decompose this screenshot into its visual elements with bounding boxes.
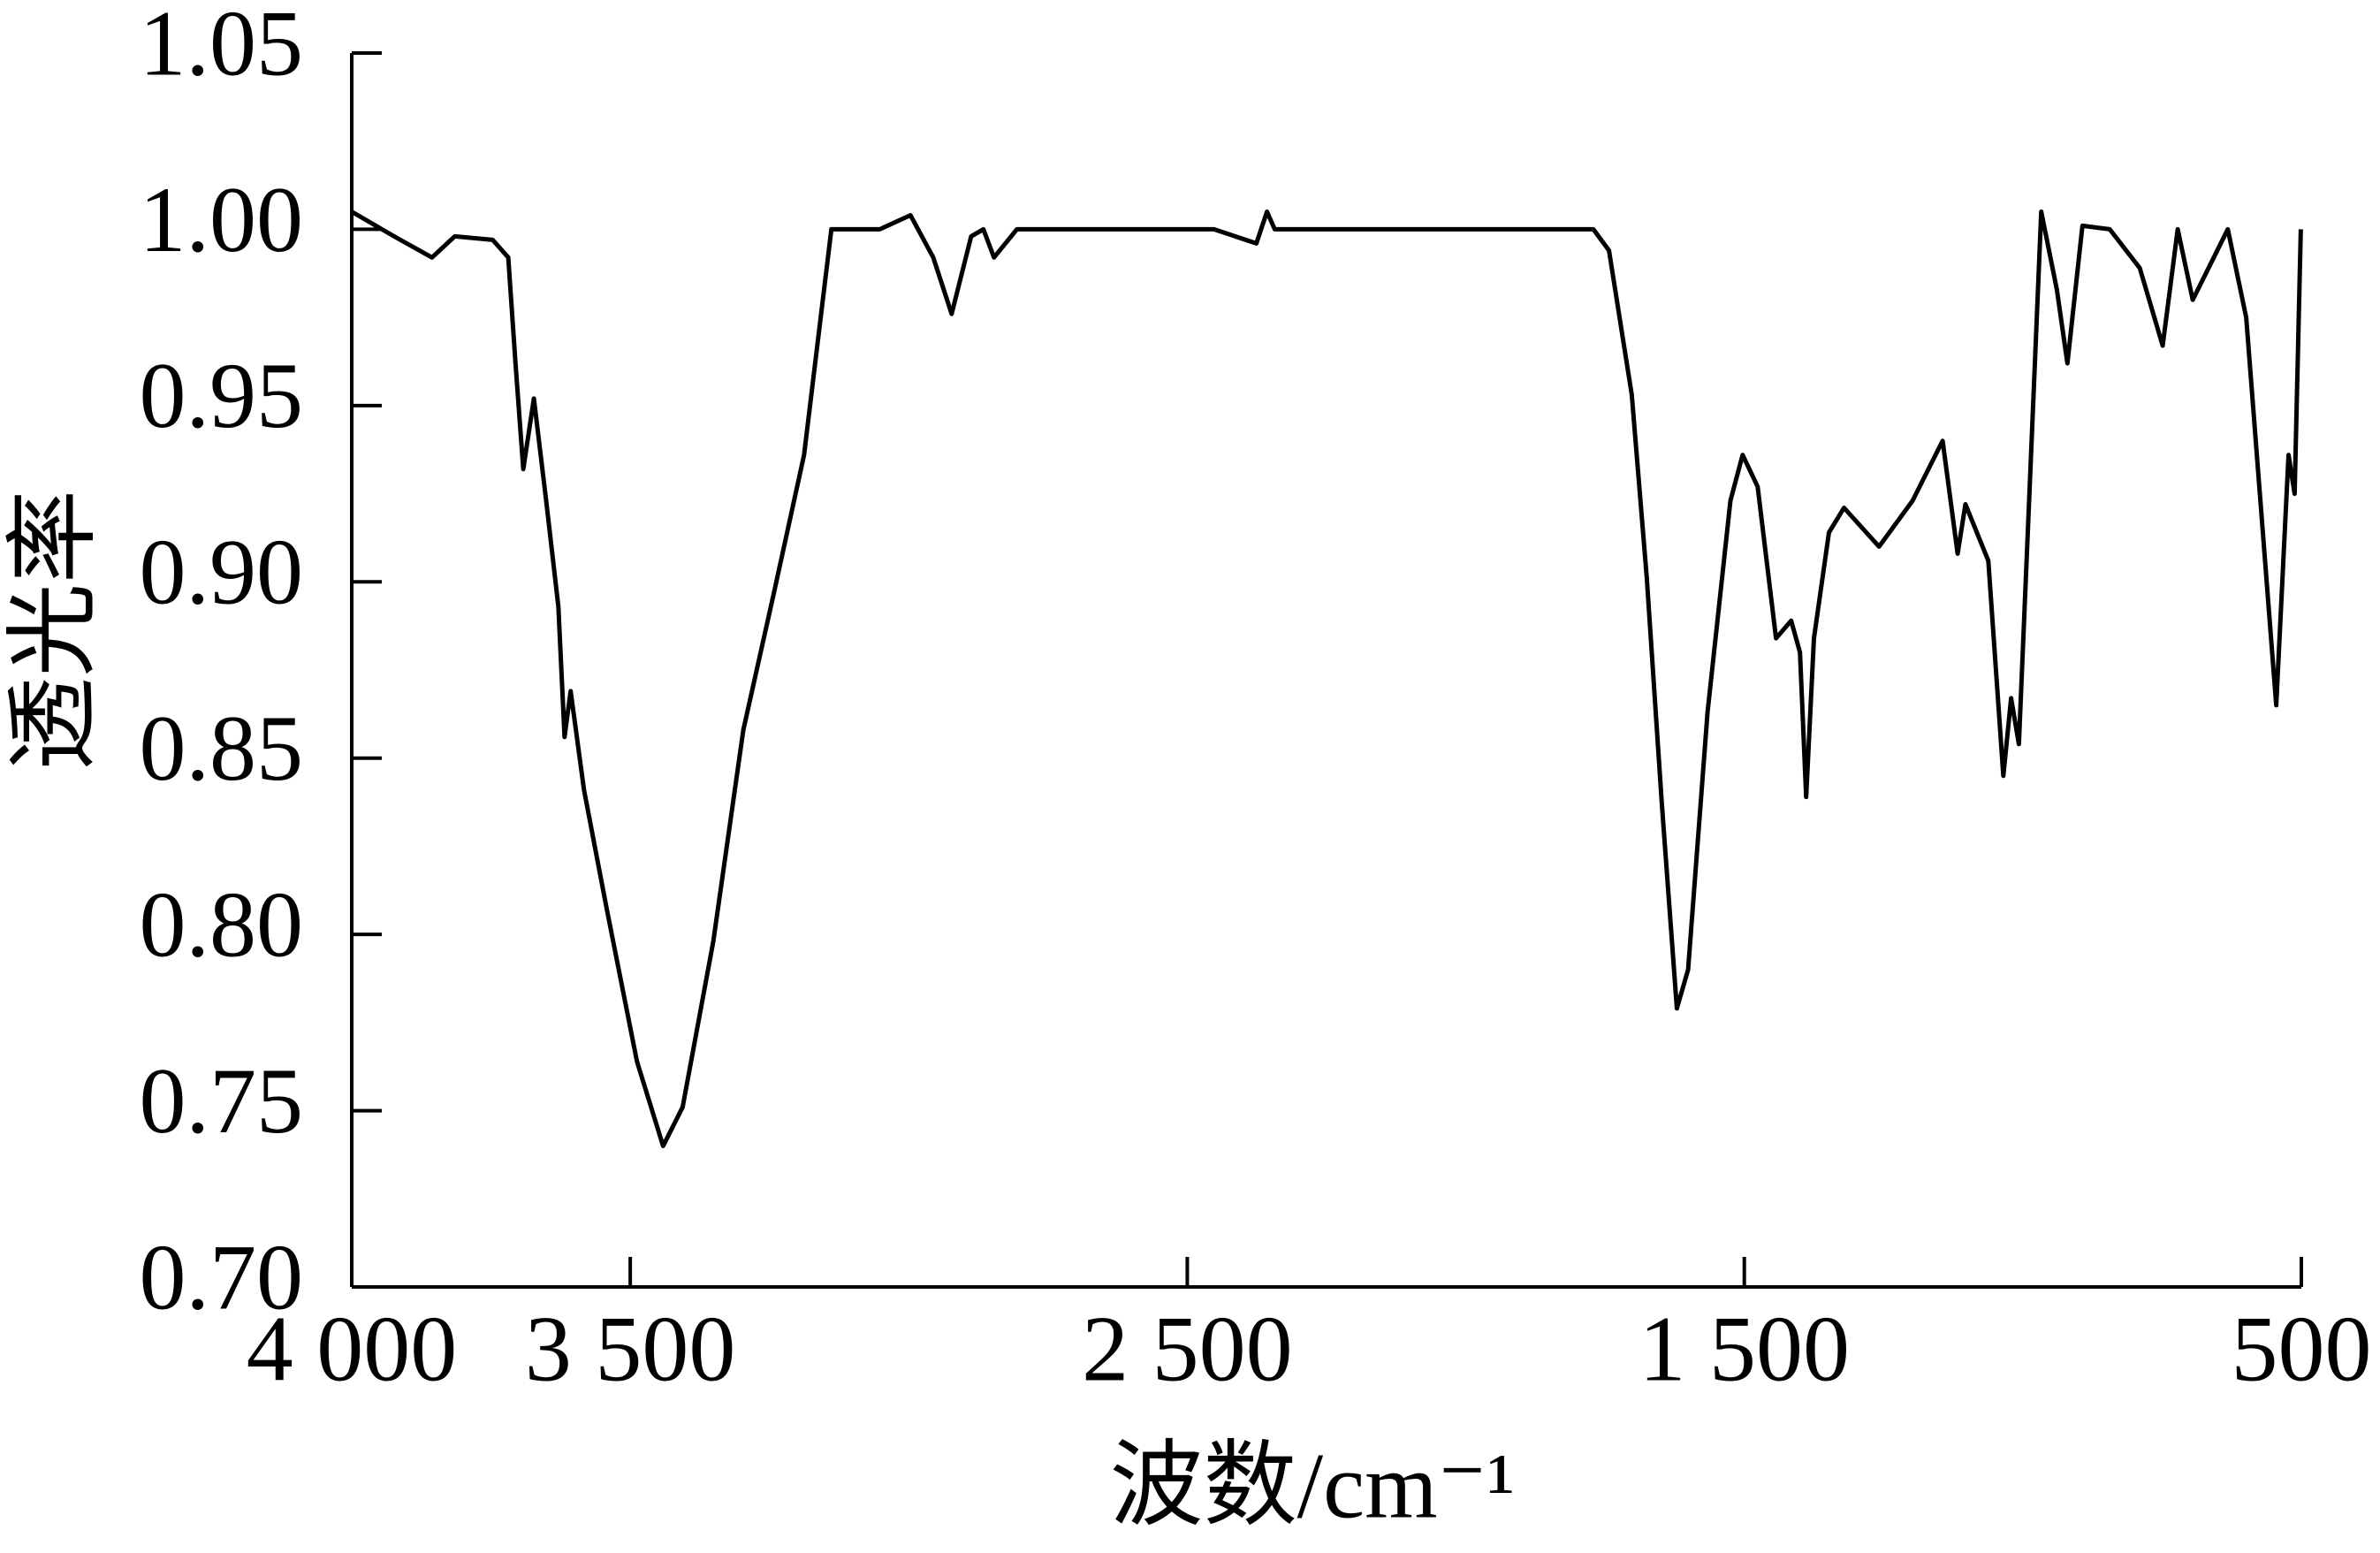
y-tick-label: 0.75 <box>140 1049 304 1153</box>
x-tick-label: 500 <box>2232 1297 2372 1400</box>
y-tick-label: 0.90 <box>140 521 304 624</box>
x-tick-label: 1 500 <box>1639 1297 1850 1400</box>
x-tick-label: 2 500 <box>1082 1297 1293 1400</box>
x-tick-label: 3 500 <box>525 1297 736 1400</box>
x-axis-label: 波数/cm⁻¹ <box>1110 1434 1516 1537</box>
spectrum-line <box>350 209 2303 1148</box>
y-tick-label: 1.05 <box>140 0 304 95</box>
x-tick-label: 4 000 <box>247 1297 458 1400</box>
y-tick-label: 0.95 <box>140 344 304 447</box>
y-axis-label: 透光率 <box>2 490 105 771</box>
y-tick-label: 0.85 <box>140 697 304 800</box>
y-tick-label: 1.00 <box>140 168 304 271</box>
y-tick-label: 0.70 <box>140 1225 304 1328</box>
y-tick-label: 0.80 <box>140 872 304 976</box>
